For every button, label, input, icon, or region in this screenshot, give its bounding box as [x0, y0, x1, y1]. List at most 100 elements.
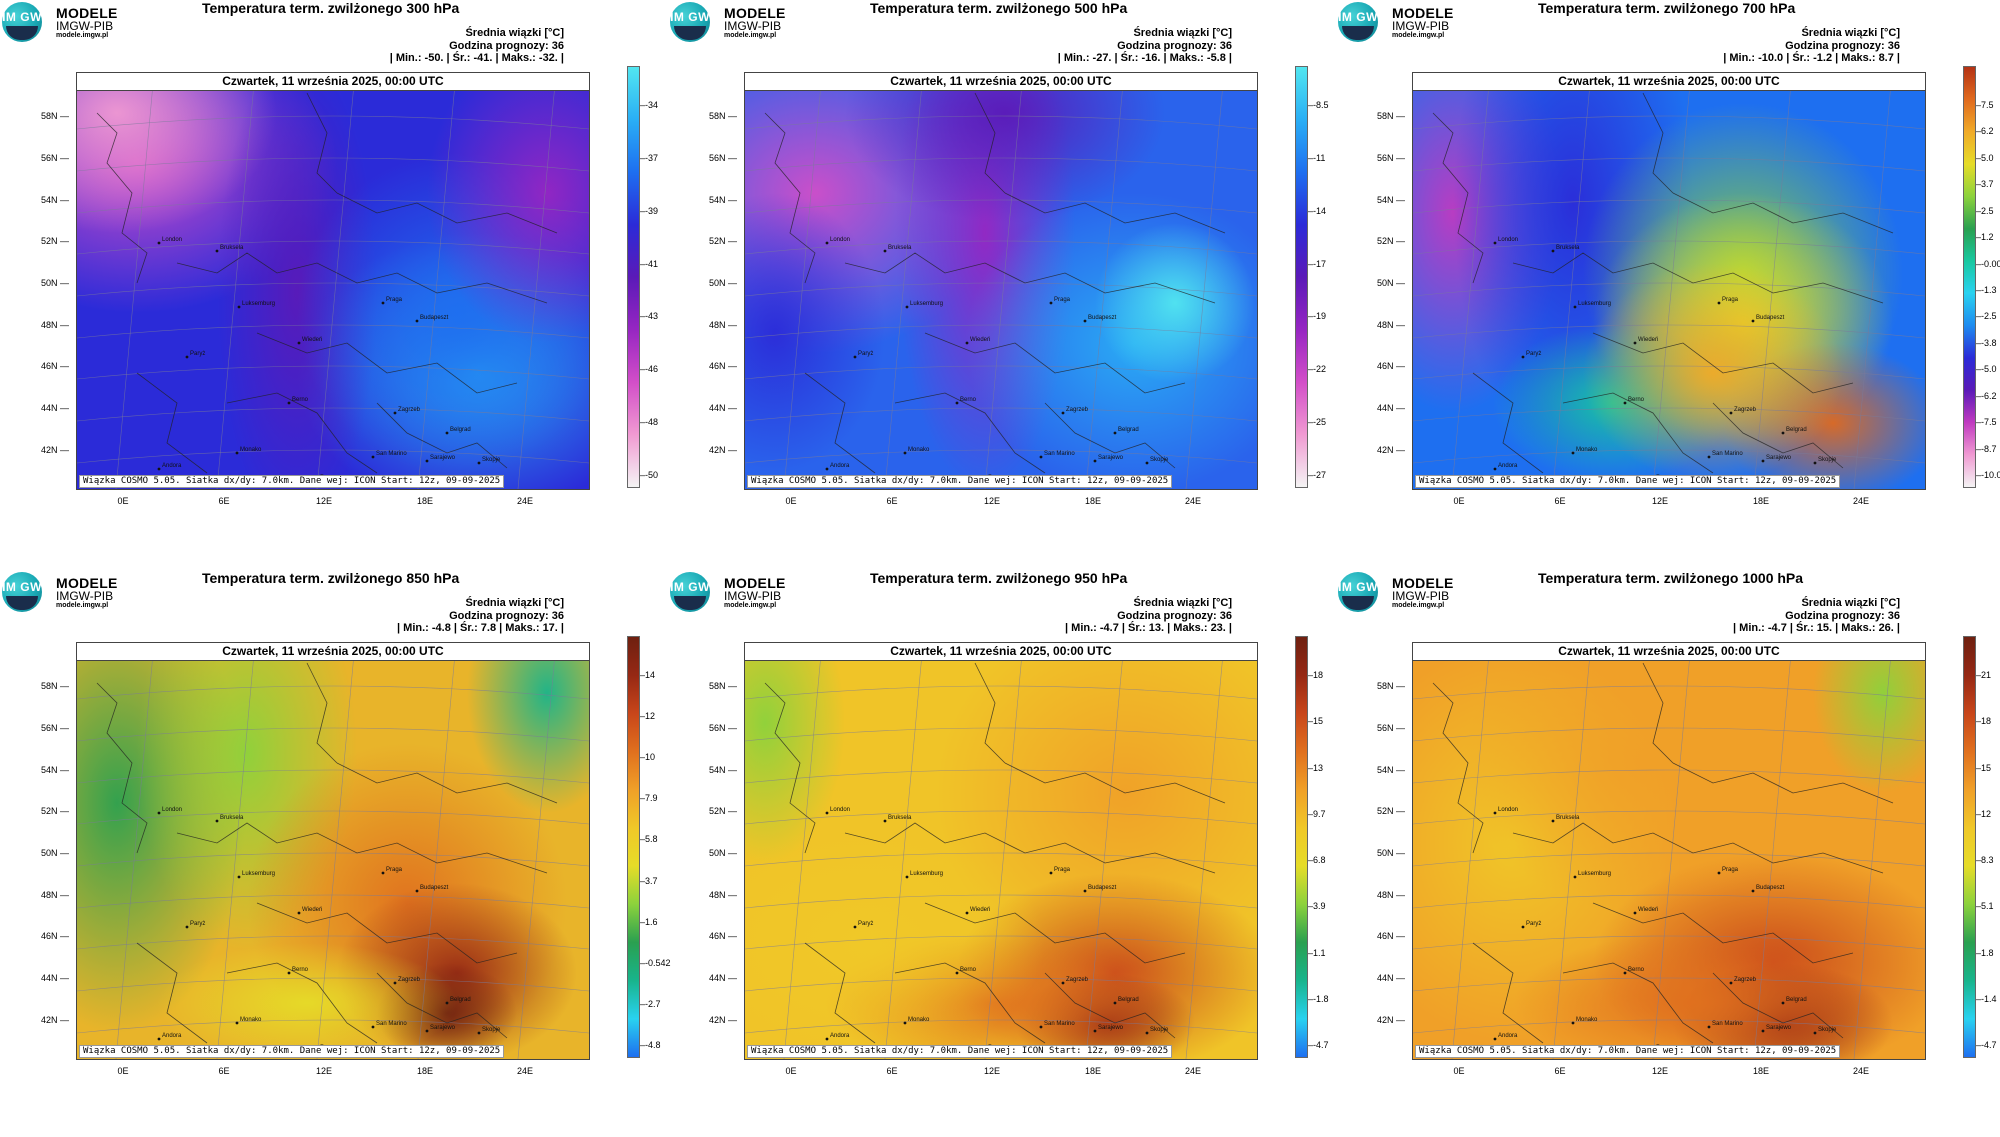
country-border	[764, 112, 816, 284]
logo-mark: IM GW	[670, 10, 710, 24]
forecast-date: Czwartek, 11 września 2025, 00:00 UTC	[1413, 643, 1925, 661]
city-label: San Marino	[376, 451, 407, 457]
longitude-label: 12E	[983, 1066, 1000, 1076]
forecast-hour: Godzina prognozy: 36	[1785, 609, 1900, 622]
latitude-line	[1413, 324, 1925, 339]
city-label: Andora	[830, 463, 850, 469]
city-marker	[287, 401, 291, 405]
temperature-map: London Paryż Bruksela Luksemburg Praga Wiedeń…	[744, 72, 1258, 490]
country-border	[306, 92, 338, 194]
imgw-logo[interactable]: IM GW MODELE IMGW-PIB modele.imgw.pl	[2, 2, 152, 46]
logo-subtitle: IMGW-PIB	[1392, 589, 1450, 603]
latitude-line	[745, 365, 1257, 380]
colorbar-tick: –-34	[640, 100, 659, 110]
latitude-line	[77, 324, 589, 339]
city-label: Belgrad	[1118, 997, 1139, 1003]
field-region	[467, 643, 589, 813]
colorbar-tick: –-37	[640, 152, 659, 163]
colorbar-tick: –18	[1976, 716, 1992, 727]
city-label: Bruksela	[888, 815, 912, 821]
colorbar-tick: –-14	[1308, 205, 1327, 216]
city-marker	[1623, 971, 1627, 975]
logo-url[interactable]: modele.imgw.pl	[56, 32, 109, 39]
latitude-line	[1413, 449, 1925, 464]
city-marker	[157, 241, 161, 245]
latitude-label: 54N —	[40, 765, 69, 775]
colorbar-tick: –-19	[1308, 311, 1327, 322]
logo-url[interactable]: modele.imgw.pl	[1392, 32, 1445, 39]
imgw-logo[interactable]: IM GW MODELE IMGW-PIB modele.imgw.pl	[1338, 572, 1488, 616]
colorbar-tick: –-27	[1308, 470, 1327, 480]
country-border	[1642, 662, 1674, 764]
field-region	[745, 823, 1045, 1059]
latitude-line	[1413, 935, 1925, 950]
country-border	[1512, 252, 1884, 304]
city-marker	[1039, 1025, 1043, 1029]
longitude-label: 6E	[218, 1066, 230, 1076]
latitude-label: 46N —	[708, 931, 737, 941]
colorbar	[627, 636, 640, 1058]
latitude-line	[77, 852, 589, 867]
temperature-field: London Paryż Bruksela Luksemburg Praga Wiedeń…	[77, 73, 589, 489]
colorbar-tick: –-11	[1308, 152, 1326, 163]
logo-url[interactable]: modele.imgw.pl	[1392, 602, 1445, 609]
city-label: Belgrad	[1118, 427, 1139, 433]
latitude-line	[77, 157, 589, 172]
latitude-line	[1413, 1019, 1925, 1034]
temperature-map: London Paryż Bruksela Luksemburg Praga Wiedeń…	[76, 642, 590, 1060]
logo-url[interactable]: modele.imgw.pl	[56, 602, 109, 609]
colorbar	[1963, 66, 1976, 488]
city-marker	[185, 925, 189, 929]
city-marker	[393, 981, 397, 985]
latitude-line	[1413, 810, 1925, 825]
city-marker	[415, 889, 419, 893]
model-info-footer: Wiązka COSMO 5.05. Siatka dx/dy: 7.0km. …	[747, 475, 1173, 488]
imgw-logo[interactable]: IM GW MODELE IMGW-PIB modele.imgw.pl	[670, 2, 820, 46]
country-border	[894, 392, 1046, 474]
colorbar-tick: –6.8	[1308, 855, 1326, 865]
colorbar-tick: –-5.0	[1976, 364, 1997, 375]
city-label: London	[1498, 237, 1518, 243]
longitude-label: 12E	[1651, 496, 1668, 506]
city-marker	[1493, 241, 1497, 245]
field-region	[1813, 643, 1925, 793]
logo-emblem-icon	[1338, 2, 1378, 42]
longitude-line	[216, 643, 256, 1059]
city-marker	[1623, 401, 1627, 405]
latitude-line	[745, 199, 1257, 214]
latitude-line	[745, 115, 1257, 130]
stats-values: | Min.: -4.7 | Śr.: 15. | Maks.: 26. |	[1733, 622, 1900, 634]
latitude-line	[745, 407, 1257, 422]
colorbar-tick: –7.5	[1976, 100, 1994, 110]
city-marker	[1571, 451, 1575, 455]
country-border	[1472, 942, 1544, 1044]
city-marker	[381, 871, 385, 875]
city-marker	[1717, 301, 1721, 305]
longitude-line	[115, 643, 155, 1059]
city-label: Bruksela	[888, 245, 912, 251]
city-marker	[1093, 459, 1097, 463]
city-label: Skopje	[482, 457, 501, 463]
latitude-label: 56N —	[1376, 723, 1405, 733]
forecast-date: Czwartek, 11 września 2025, 00:00 UTC	[745, 73, 1257, 91]
colorbar	[627, 66, 640, 488]
city-marker	[1573, 875, 1577, 879]
logo-url[interactable]: modele.imgw.pl	[724, 32, 777, 39]
latitude-line	[77, 727, 589, 742]
city-marker	[1707, 455, 1711, 459]
city-marker	[1573, 305, 1577, 309]
imgw-logo[interactable]: IM GW MODELE IMGW-PIB modele.imgw.pl	[670, 572, 820, 616]
city-label: Luksemburg	[242, 871, 275, 877]
logo-url[interactable]: modele.imgw.pl	[724, 602, 777, 609]
city-label: Belgrad	[1786, 427, 1807, 433]
latitude-line	[77, 935, 589, 950]
colorbar-tick: –-6.2	[1976, 390, 1997, 401]
longitude-line	[517, 73, 557, 489]
latitude-label: 46N —	[40, 361, 69, 371]
city-label: Sarajewo	[430, 1025, 456, 1031]
city-marker	[157, 811, 161, 815]
latitude-line	[77, 115, 589, 130]
imgw-logo[interactable]: IM GW MODELE IMGW-PIB modele.imgw.pl	[1338, 2, 1488, 46]
ensemble-stats: Średnia wiązki [°C] Godzina prognozy: 36 |…	[1723, 27, 1900, 65]
imgw-logo[interactable]: IM GW MODELE IMGW-PIB modele.imgw.pl	[2, 572, 152, 616]
